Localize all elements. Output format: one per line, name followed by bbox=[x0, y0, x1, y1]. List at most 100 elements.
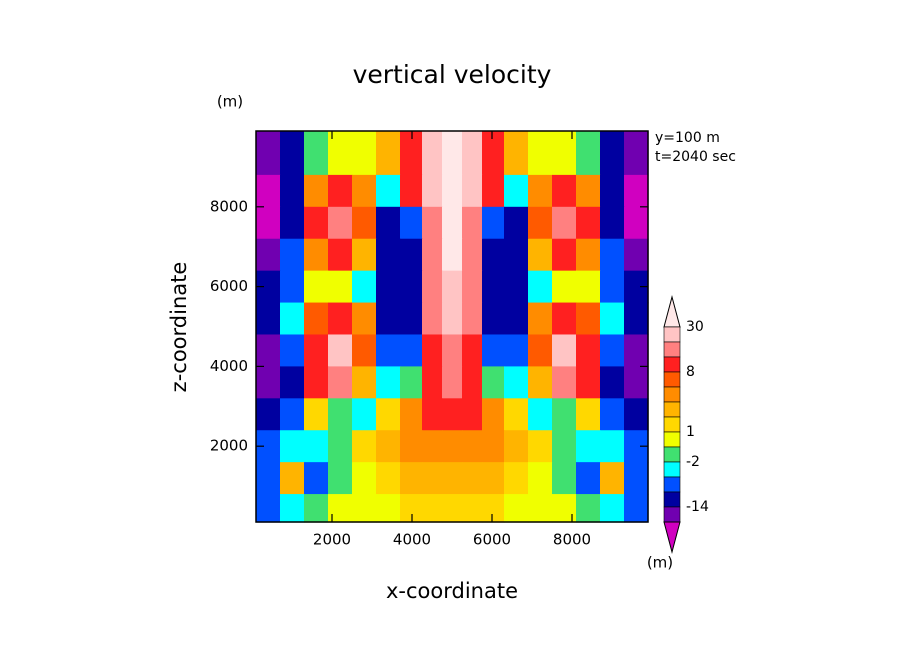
field-cell bbox=[256, 494, 281, 523]
field-cell bbox=[280, 430, 305, 463]
annotation: y=100 m bbox=[655, 130, 720, 146]
field-cell bbox=[352, 206, 377, 240]
field-cell bbox=[624, 302, 649, 336]
field-cell bbox=[280, 334, 305, 367]
field-cell bbox=[256, 334, 281, 367]
colorbar-box bbox=[663, 326, 681, 343]
field-cell bbox=[600, 131, 625, 176]
field-cell bbox=[482, 494, 505, 523]
field-cell bbox=[552, 302, 577, 336]
field-cell bbox=[576, 131, 601, 176]
field-cell bbox=[328, 302, 353, 336]
field-cell bbox=[328, 270, 353, 304]
field-cell bbox=[376, 398, 401, 431]
field-cell bbox=[600, 462, 625, 495]
field-cell bbox=[528, 131, 553, 176]
field-cell bbox=[462, 366, 483, 399]
field-cell bbox=[552, 270, 577, 304]
field-cell bbox=[422, 494, 443, 523]
y-tick-label: 8000 bbox=[210, 197, 248, 215]
field-cell bbox=[528, 334, 553, 367]
field-cell bbox=[352, 494, 377, 523]
field-cell bbox=[442, 238, 463, 272]
field-cell bbox=[400, 366, 423, 399]
field-cell bbox=[576, 366, 601, 399]
field-cell bbox=[328, 398, 353, 431]
field-cell bbox=[304, 174, 329, 208]
field-cell bbox=[352, 462, 377, 495]
field-cell bbox=[482, 398, 505, 431]
field-cell bbox=[482, 334, 505, 367]
field-cell bbox=[552, 366, 577, 399]
field-cell bbox=[462, 430, 483, 463]
field-cell bbox=[600, 334, 625, 367]
colorbar-triangle bbox=[663, 295, 681, 328]
field-cell bbox=[576, 430, 601, 463]
field-cell bbox=[576, 494, 601, 523]
field-cell bbox=[552, 430, 577, 463]
field-cell bbox=[352, 366, 377, 399]
field-cell bbox=[422, 238, 443, 272]
field-cell bbox=[576, 398, 601, 431]
field-cell bbox=[552, 462, 577, 495]
colorbar-label: 1 bbox=[686, 424, 695, 440]
field-cell bbox=[552, 238, 577, 272]
colorbar-label: -2 bbox=[686, 454, 700, 470]
field-cell bbox=[576, 270, 601, 304]
colorbar-box bbox=[663, 491, 681, 508]
field-cell bbox=[462, 334, 483, 367]
field-cell bbox=[528, 462, 553, 495]
field-cell bbox=[304, 334, 329, 367]
y-tick-label: 6000 bbox=[210, 277, 248, 295]
field-cell bbox=[256, 366, 281, 399]
field-cell bbox=[552, 334, 577, 367]
y-axis-label: z-coordinate bbox=[167, 262, 191, 393]
field-cell bbox=[552, 398, 577, 431]
field-cell bbox=[422, 366, 443, 399]
field-cell bbox=[280, 302, 305, 336]
field-cell bbox=[482, 270, 505, 304]
field-cell bbox=[376, 494, 401, 523]
field-cell bbox=[352, 131, 377, 176]
colorbar-box bbox=[663, 461, 681, 478]
field-cell bbox=[442, 398, 463, 431]
field-cell bbox=[400, 174, 423, 208]
field-cell bbox=[422, 206, 443, 240]
field-cell bbox=[376, 131, 401, 176]
field-cell bbox=[352, 302, 377, 336]
field-cell bbox=[328, 206, 353, 240]
field-cell bbox=[600, 206, 625, 240]
field-cell bbox=[462, 238, 483, 272]
x-axis-label: x-coordinate bbox=[386, 579, 518, 603]
field-cell bbox=[280, 206, 305, 240]
field-cell bbox=[376, 302, 401, 336]
field-cell bbox=[352, 238, 377, 272]
colorbar-box bbox=[663, 446, 681, 463]
field-cell bbox=[504, 462, 529, 495]
field-cell bbox=[400, 398, 423, 431]
field-cell bbox=[552, 206, 577, 240]
field-cell bbox=[376, 174, 401, 208]
y-tick-label: 2000 bbox=[210, 437, 248, 455]
field-cell bbox=[328, 430, 353, 463]
field-cell bbox=[600, 494, 625, 523]
field-cell bbox=[504, 430, 529, 463]
field-cell bbox=[422, 430, 443, 463]
field-cell bbox=[400, 302, 423, 336]
field-cell bbox=[400, 131, 423, 176]
field-cell bbox=[442, 206, 463, 240]
colorbar-box bbox=[663, 476, 681, 493]
x-tick-label: 4000 bbox=[393, 531, 431, 549]
field-cell bbox=[442, 494, 463, 523]
field-cell bbox=[352, 334, 377, 367]
field-cell bbox=[576, 462, 601, 495]
y-tick-label: 4000 bbox=[210, 357, 248, 375]
field-cell bbox=[280, 366, 305, 399]
field-cell bbox=[352, 174, 377, 208]
field-cell bbox=[442, 430, 463, 463]
annotation: t=2040 sec bbox=[655, 149, 736, 165]
y-units: (m) bbox=[217, 93, 243, 111]
field-cell bbox=[280, 174, 305, 208]
field-cell bbox=[504, 302, 529, 336]
field-cell bbox=[376, 270, 401, 304]
